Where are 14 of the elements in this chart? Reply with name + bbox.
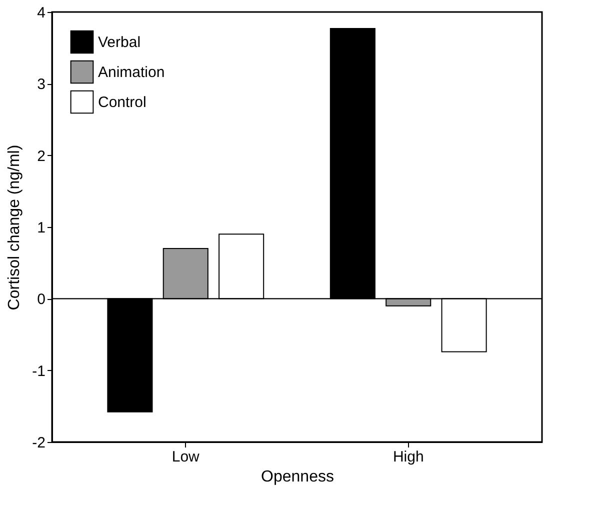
y-tick-label: 1 — [37, 220, 46, 236]
x-tick-label: High — [392, 448, 424, 466]
legend-label: Verbal — [98, 34, 141, 51]
y-tick-label: 4 — [37, 4, 46, 22]
y-tick-label: -1 — [32, 362, 46, 380]
legend-label: Control — [98, 94, 146, 111]
y-tick-label: 2 — [37, 148, 46, 165]
y-tick-label: 3 — [37, 76, 46, 94]
y-axis-title: Cortisol change (ng/ml) — [6, 144, 24, 310]
legend-label: Animation — [98, 64, 165, 81]
y-tick-label: 0 — [37, 291, 46, 308]
x-tick-label: Low — [172, 448, 200, 466]
y-tick-label: -2 — [32, 434, 46, 452]
x-axis-title: Openness — [261, 468, 334, 486]
